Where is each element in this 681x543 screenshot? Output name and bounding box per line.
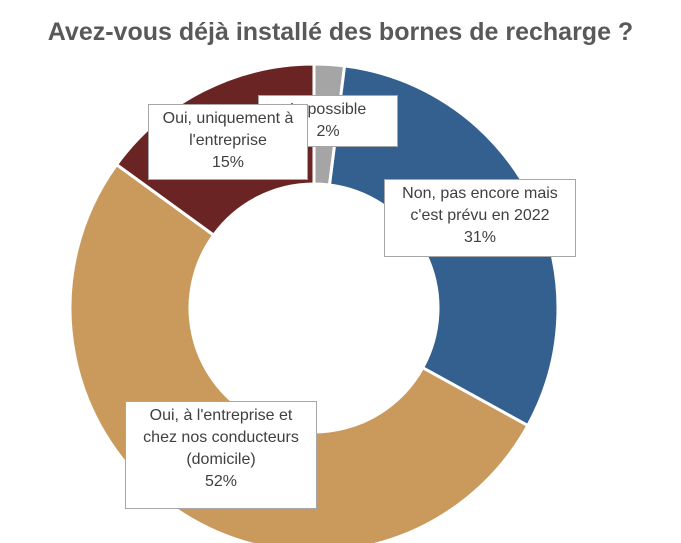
- data-label-not-yet-planned-2022: Non, pas encore mais c'est prévu en 2022 3…: [384, 179, 576, 257]
- data-label-text: Oui, uniquement à: [162, 110, 294, 127]
- data-label-text: l'entreprise: [189, 132, 267, 149]
- data-label-text: Oui, à l'entreprise et: [149, 407, 293, 424]
- data-label-value: 52%: [204, 473, 238, 490]
- data-label-text: Non, pas encore mais: [402, 185, 558, 202]
- chart-title: Avez-vous déjà installé des bornes de re…: [47, 18, 634, 46]
- data-label-text: c'est prévu en 2022: [410, 207, 550, 224]
- data-label-company-and-drivers-home: Oui, à l'entreprise et chez nos conducteu…: [125, 401, 317, 509]
- data-label-value: 2%: [316, 123, 340, 140]
- data-label-text: Impossible: [289, 101, 367, 118]
- data-label-value: 15%: [211, 154, 245, 171]
- data-label-text: (domicile): [186, 451, 256, 468]
- data-label-company-only: Oui, uniquement à l'entreprise 15%: [148, 104, 308, 180]
- data-label-text: chez nos conducteurs: [143, 429, 299, 446]
- data-label-value: 31%: [463, 229, 497, 246]
